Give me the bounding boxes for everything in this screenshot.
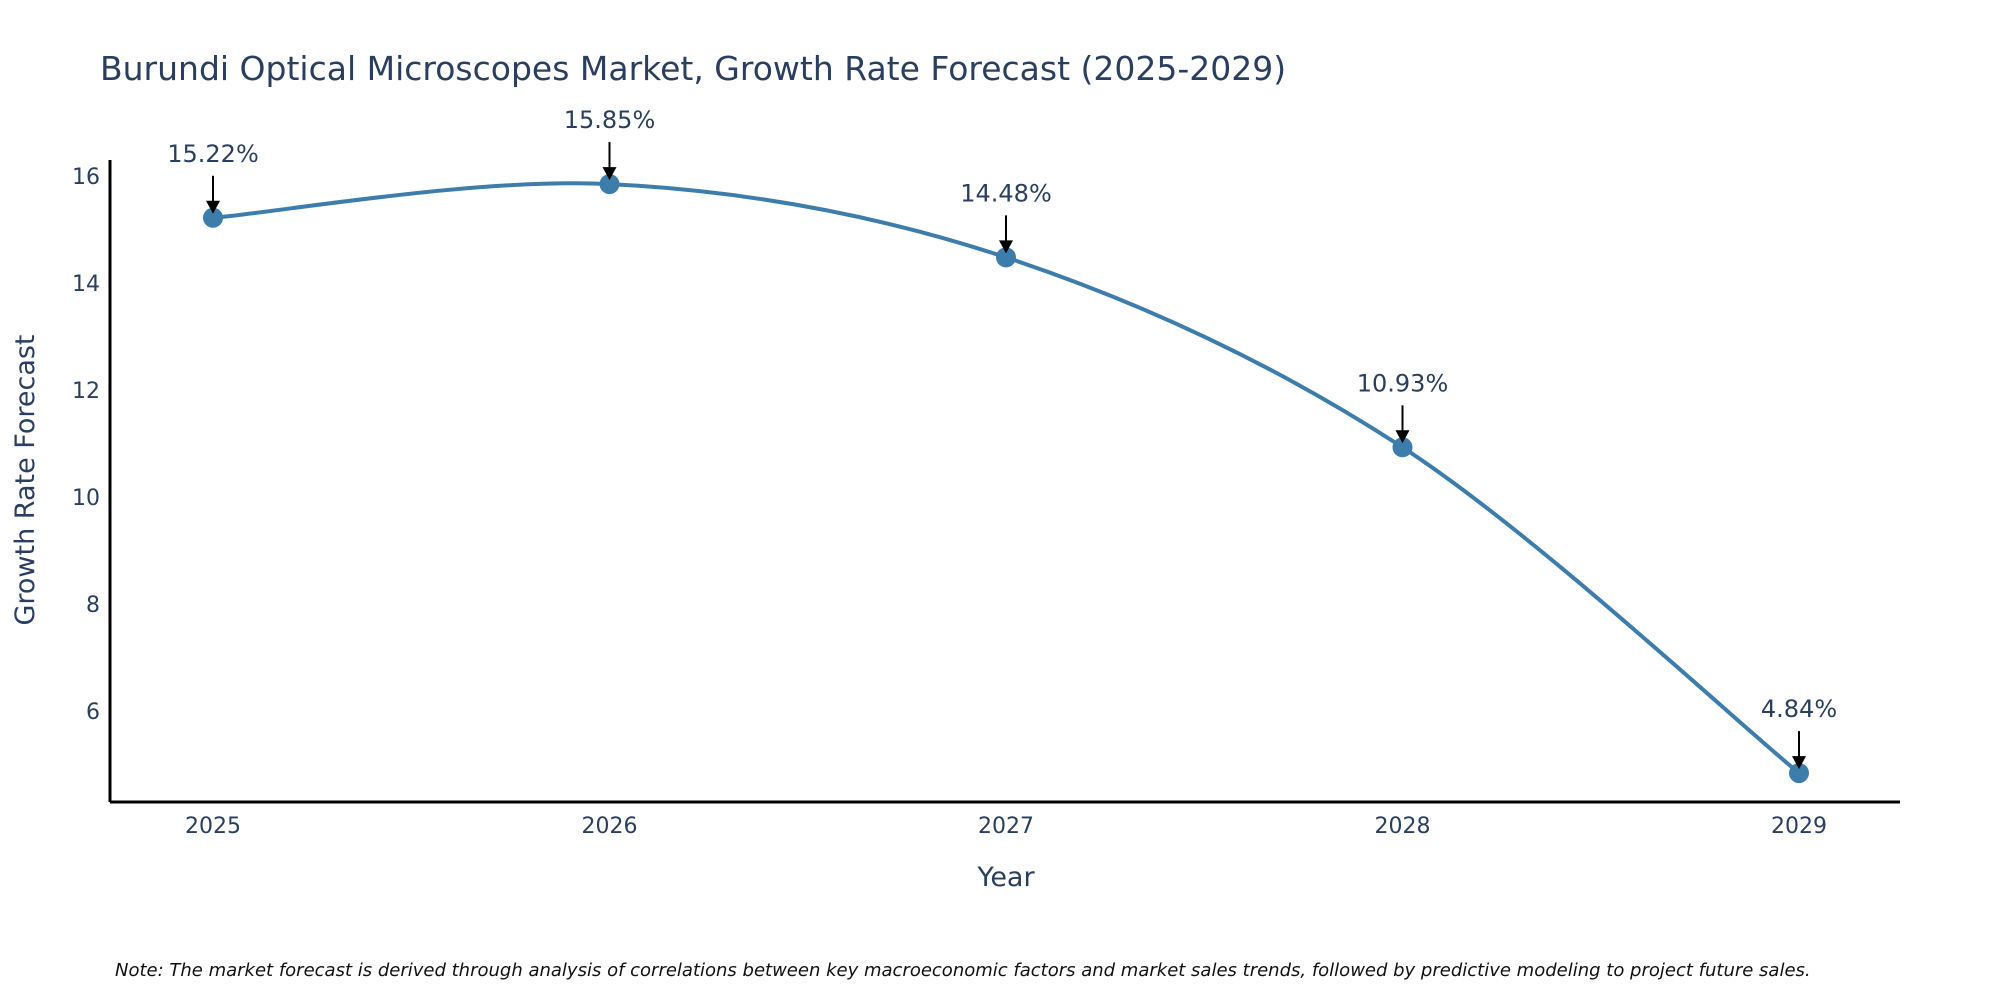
annotation-arrow-head [1792, 756, 1806, 770]
x-tick-label: 2026 [582, 814, 638, 839]
y-tick-label: 12 [72, 379, 100, 404]
y-tick-label: 10 [72, 486, 100, 511]
annotation-arrow-head [602, 167, 617, 181]
data-label: 15.85% [564, 106, 656, 134]
y-tick-label: 6 [86, 700, 100, 725]
data-label: 10.93% [1357, 369, 1449, 397]
y-tick-label: 14 [72, 272, 100, 297]
x-tick-label: 2025 [185, 814, 241, 839]
x-tick-label: 2027 [978, 814, 1034, 839]
data-point [599, 174, 620, 195]
annotation-arrow-head [1395, 430, 1410, 444]
data-annotations: 15.22% 15.85% 14.48% 10.93% 4.84% [167, 106, 1837, 770]
data-point [996, 247, 1016, 268]
y-axis-ticks: 6 8 10 12 14 16 [72, 165, 100, 725]
x-tick-label: 2029 [1771, 814, 1827, 839]
x-tick-label: 2028 [1375, 814, 1431, 839]
x-axis-title: Year [976, 862, 1035, 893]
annotation-arrow-head [999, 240, 1013, 254]
data-label: 15.22% [167, 140, 259, 168]
y-axis-title: Growth Rate Forecast [10, 334, 41, 625]
data-point [203, 207, 223, 228]
data-points [203, 174, 1809, 784]
data-point [1392, 437, 1413, 458]
data-label: 4.84% [1761, 695, 1837, 723]
y-tick-label: 16 [72, 165, 100, 190]
data-label: 14.48% [960, 179, 1052, 207]
chart-title: Burundi Optical Microscopes Market, Grow… [100, 49, 1286, 88]
x-axis-ticks: 2025 2026 2027 2028 2029 [185, 814, 1827, 839]
series-line [212, 181, 1801, 775]
y-tick-label: 8 [86, 593, 100, 618]
data-point [1789, 763, 1809, 784]
footnote: Note: The market forecast is derived thr… [115, 960, 1811, 981]
annotation-arrow-head [206, 200, 220, 214]
